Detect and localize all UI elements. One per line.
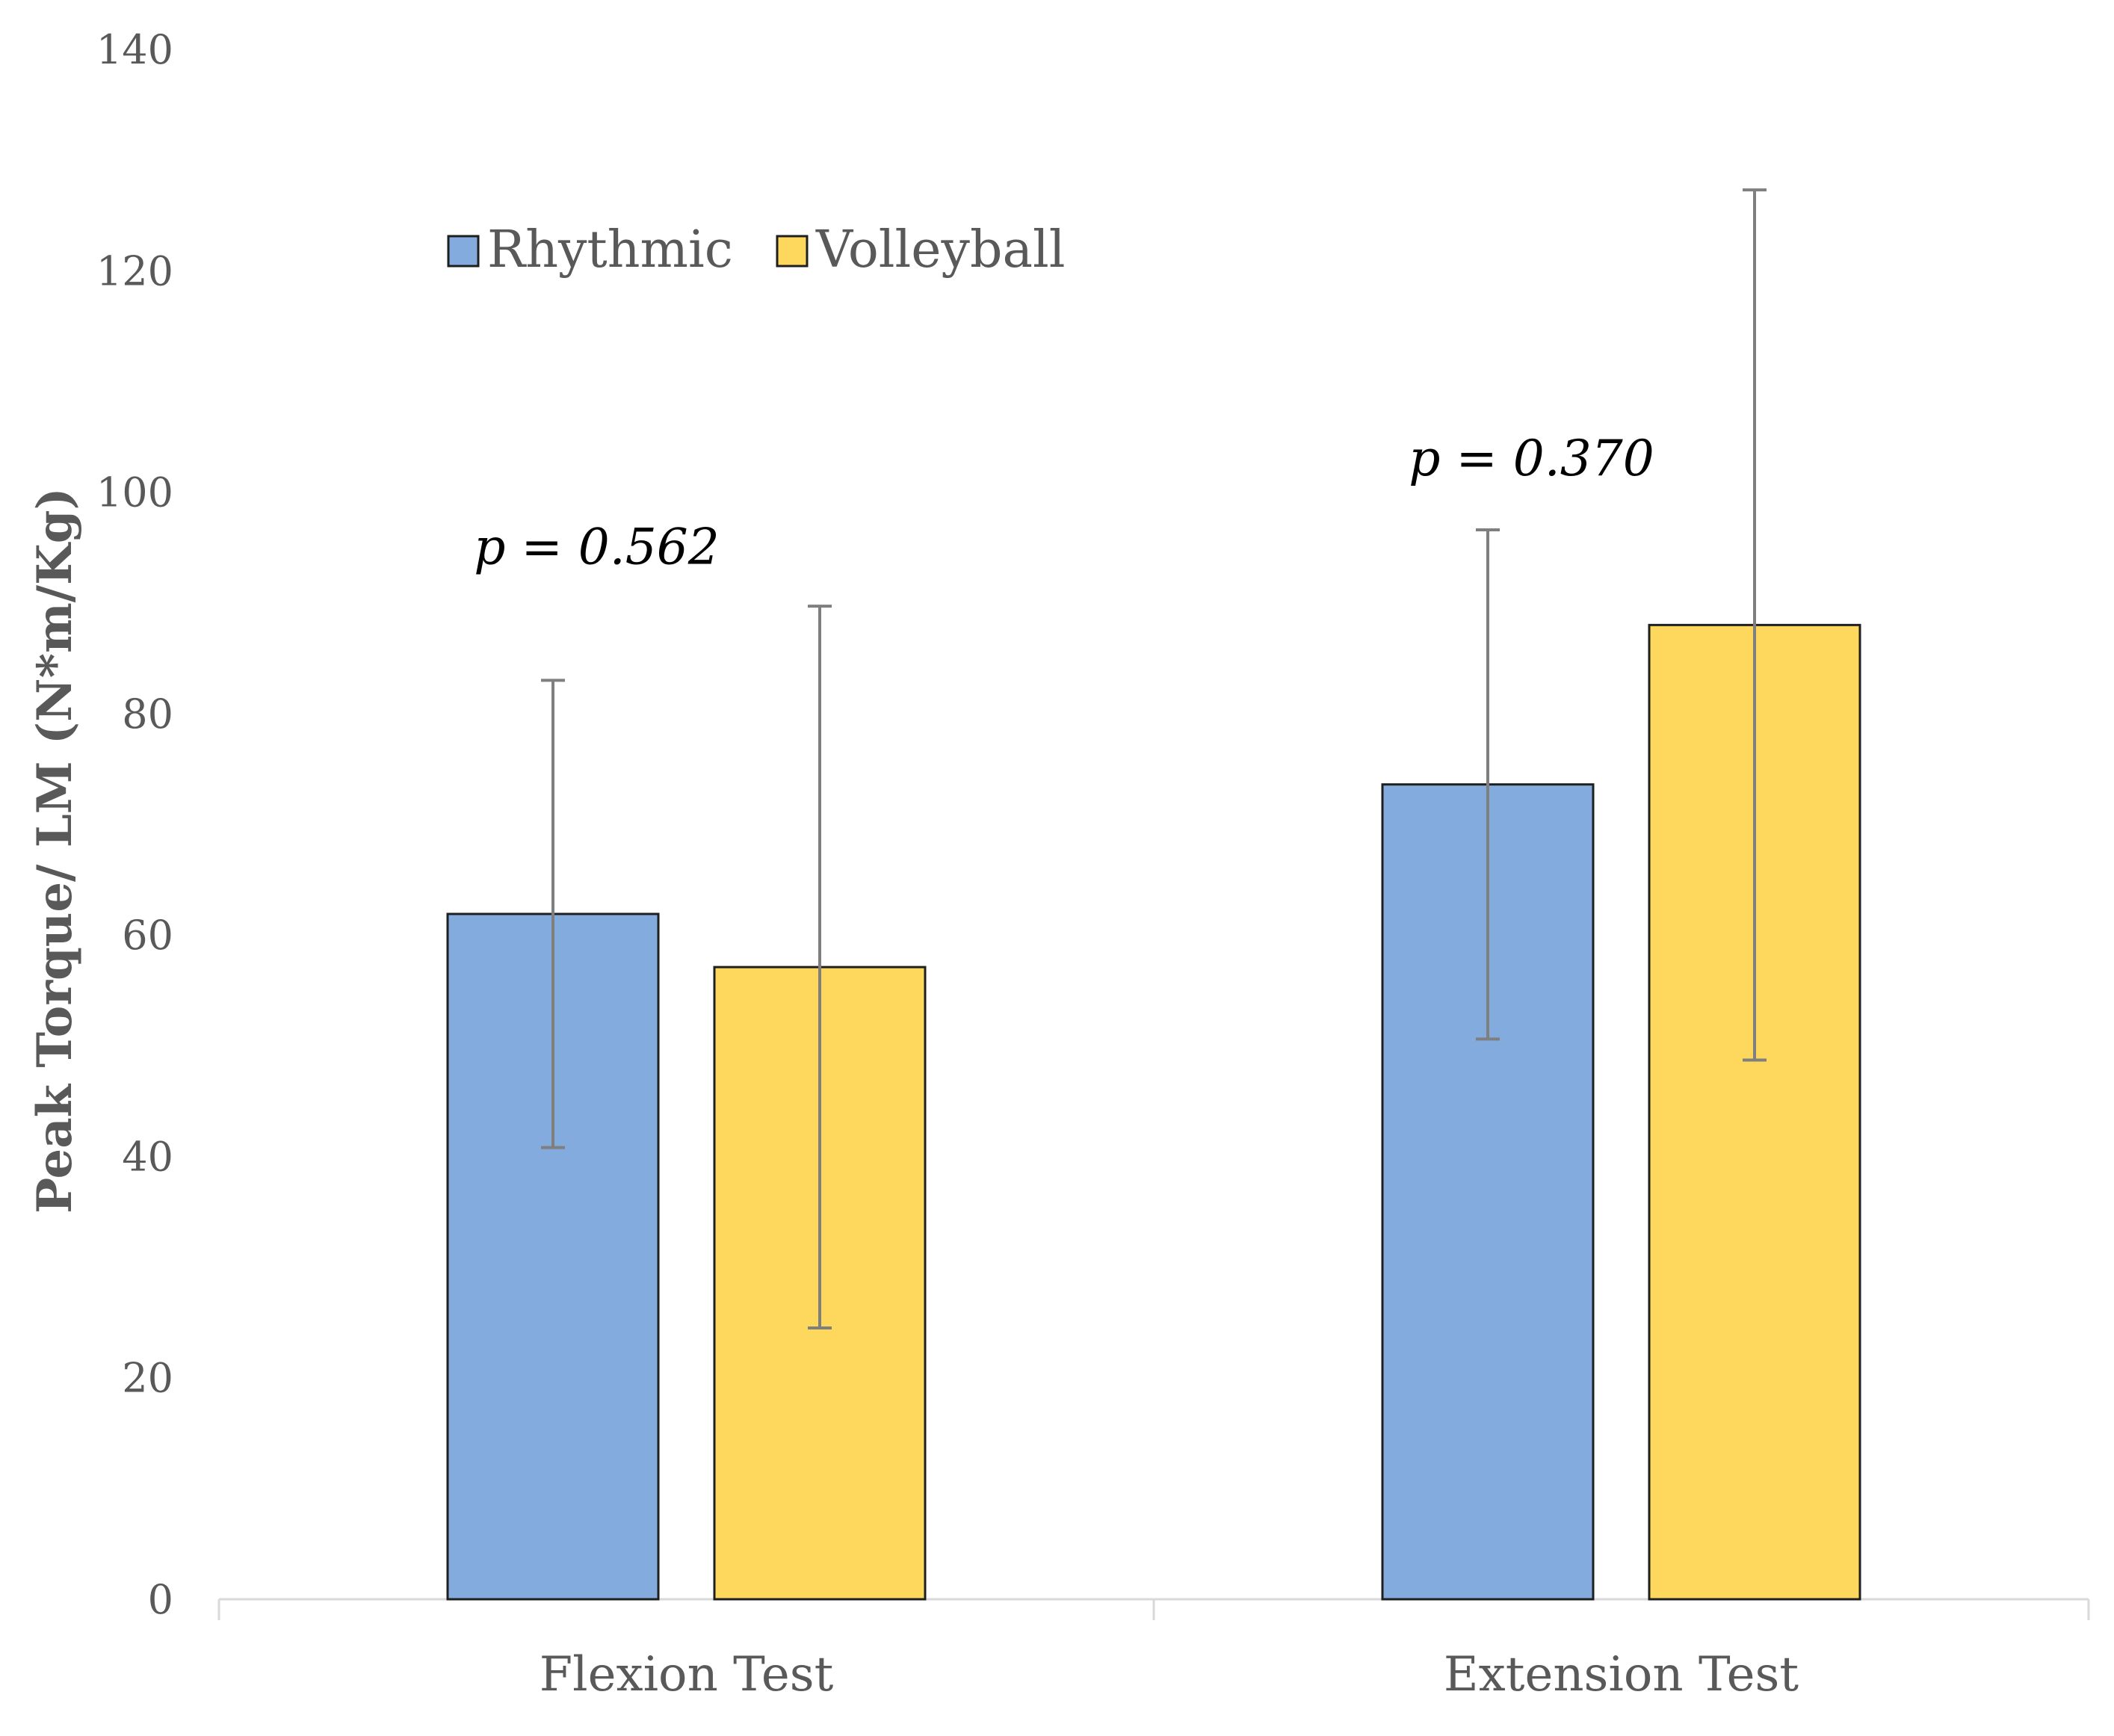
y-axis-label: Peak Torque/ LM (N*m/Kg) <box>27 487 83 1214</box>
legend-swatch-volleyball <box>776 235 809 268</box>
legend-swatch-rhythmic <box>447 235 480 268</box>
error-bars <box>541 188 1767 1330</box>
p-value-label: p = 0.562 <box>474 519 719 576</box>
legend: Rhythmic Volleyball <box>447 220 1066 279</box>
p-value-annotations: p = 0.562 p = 0.370 <box>474 430 1654 576</box>
y-tick-label: 0 <box>148 1576 173 1623</box>
legend-label-rhythmic: Rhythmic <box>487 220 733 279</box>
y-tick-label: 120 <box>96 247 173 294</box>
y-tick-label: 80 <box>122 691 173 738</box>
x-category-label: Extension Test <box>1444 1647 1799 1702</box>
x-axis-categories: Flexion Test Extension Test <box>540 1647 1799 1702</box>
y-tick-label: 60 <box>122 912 173 959</box>
y-tick-label: 40 <box>122 1133 173 1180</box>
legend-label-volleyball: Volleyball <box>815 220 1066 279</box>
y-tick-label: 20 <box>122 1355 173 1402</box>
y-axis-ticks: 0 20 40 60 80 100 120 140 <box>96 26 173 1623</box>
p-value-label: p = 0.370 <box>1409 430 1654 487</box>
y-tick-label: 140 <box>96 26 173 73</box>
x-category-label: Flexion Test <box>540 1647 834 1702</box>
y-tick-label: 100 <box>96 469 173 516</box>
bars <box>446 623 1861 1601</box>
